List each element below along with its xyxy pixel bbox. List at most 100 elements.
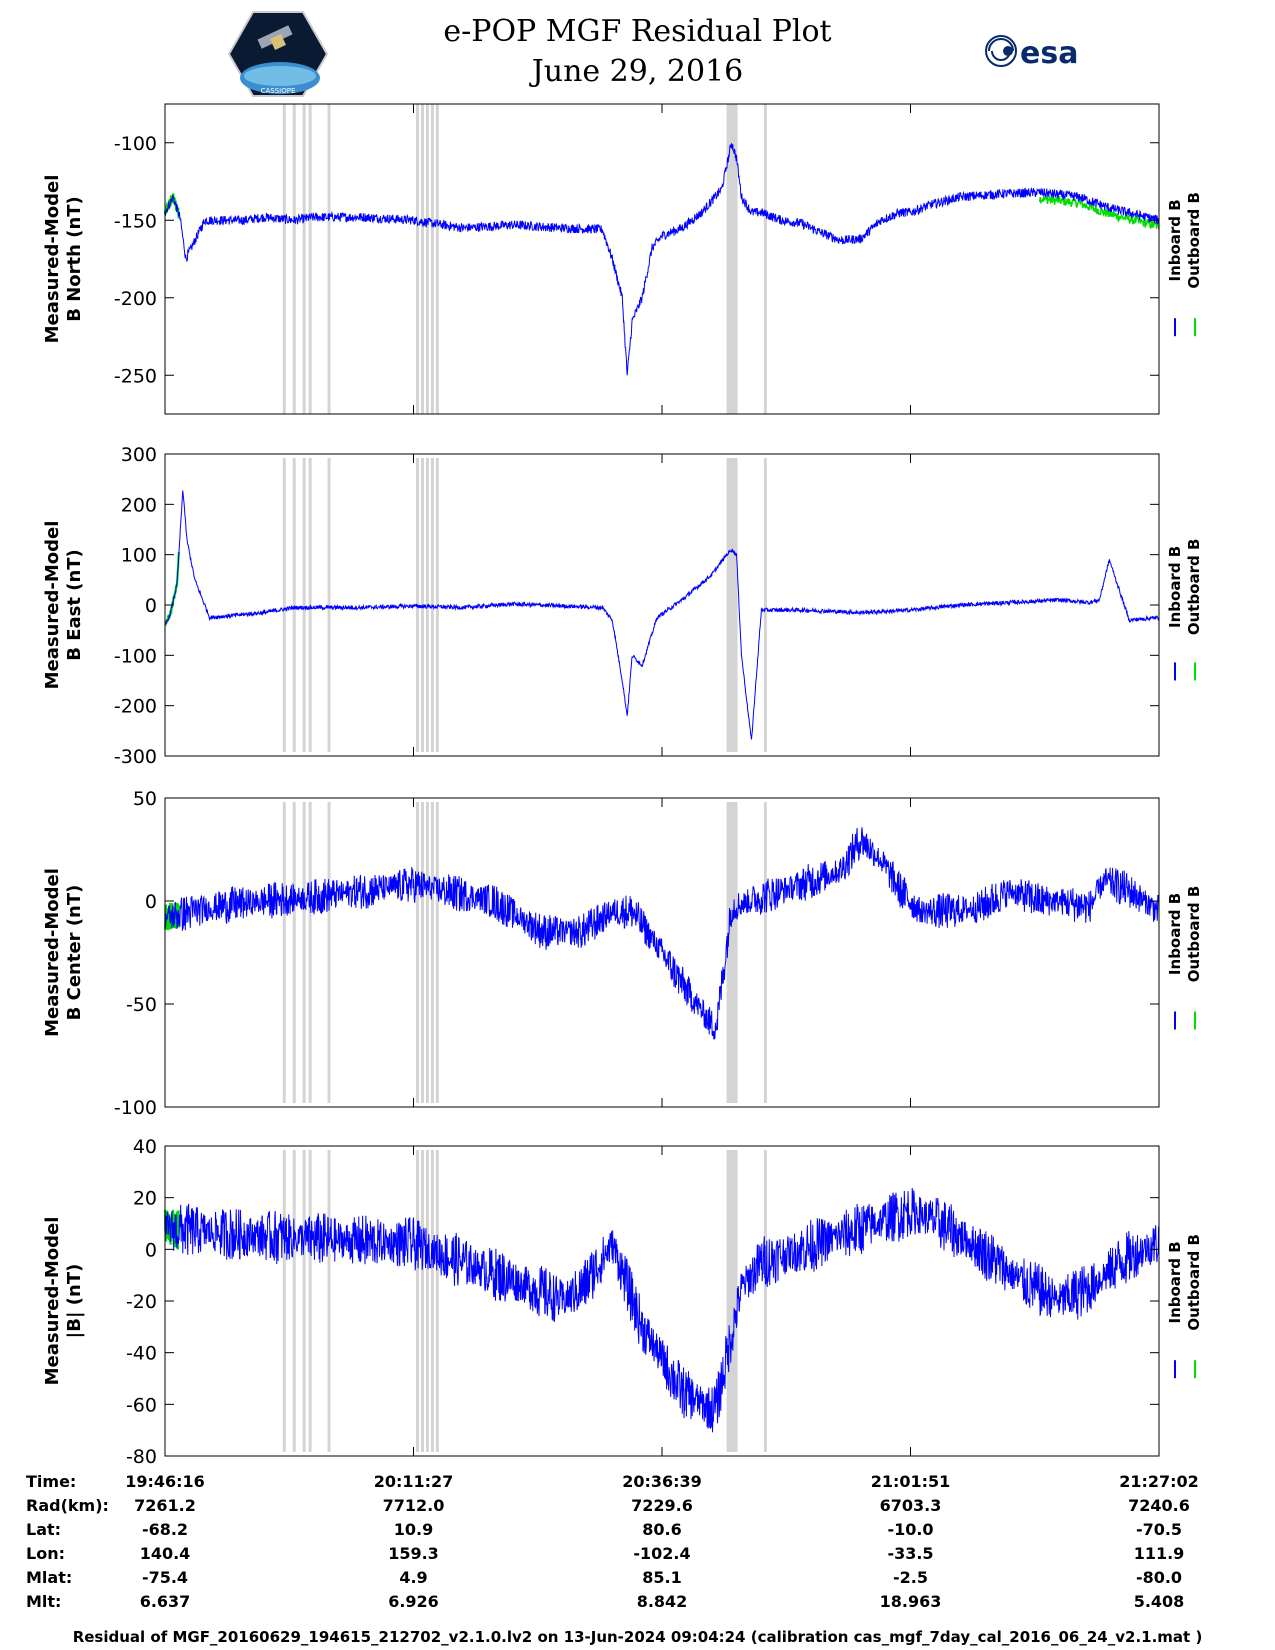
info-value: -75.4 bbox=[141, 1568, 189, 1587]
info-value: 21:01:51 bbox=[870, 1472, 951, 1491]
data-gap-marker bbox=[726, 802, 733, 1103]
data-gap-marker bbox=[302, 458, 306, 752]
data-gap-marker bbox=[430, 1150, 434, 1452]
svg-text:esa: esa bbox=[1020, 36, 1078, 71]
data-gap-marker bbox=[425, 104, 429, 414]
data-gap-marker bbox=[415, 802, 419, 1103]
y-tick-label: -50 bbox=[126, 994, 157, 1016]
outboard-b-trace bbox=[1038, 195, 1160, 230]
info-value: -10.0 bbox=[887, 1520, 934, 1539]
y-tick-label: -40 bbox=[126, 1343, 157, 1365]
info-value: 4.9 bbox=[399, 1568, 428, 1587]
data-gap-marker bbox=[763, 802, 767, 1103]
data-gap-marker bbox=[327, 1150, 331, 1452]
info-value: 20:36:39 bbox=[622, 1472, 702, 1491]
legend-outboard-label: Outboard B bbox=[1185, 886, 1203, 983]
y-axis-label: B North (nT) bbox=[64, 196, 85, 322]
data-gap-marker bbox=[726, 1150, 733, 1452]
legend-outboard-label: Outboard B bbox=[1185, 539, 1203, 636]
y-tick-label: -20 bbox=[126, 1291, 157, 1313]
info-row-label: Lat: bbox=[26, 1520, 62, 1539]
data-gap-marker bbox=[327, 104, 331, 414]
info-value: 85.1 bbox=[642, 1568, 682, 1587]
data-gap-marker bbox=[282, 104, 286, 414]
data-gap-marker bbox=[420, 1150, 424, 1452]
cassiope-logo: CASSIOPE bbox=[228, 11, 328, 97]
info-value: 80.6 bbox=[642, 1520, 682, 1539]
plot-frame bbox=[164, 797, 1160, 1108]
info-value: 7261.2 bbox=[134, 1496, 196, 1515]
data-gap-marker bbox=[425, 802, 429, 1103]
data-gap-marker bbox=[308, 1150, 312, 1452]
legend-inboard-label: Inboard B bbox=[1166, 546, 1184, 628]
info-value: 5.408 bbox=[1133, 1592, 1185, 1611]
data-gap-marker bbox=[302, 1150, 306, 1452]
data-gap-marker bbox=[292, 104, 296, 414]
y-axis-label: Measured-Model bbox=[42, 1217, 63, 1386]
data-gap-marker bbox=[430, 802, 434, 1103]
data-gap-marker bbox=[435, 1150, 439, 1452]
data-gap-marker bbox=[731, 104, 738, 414]
info-value: 6.926 bbox=[388, 1592, 439, 1611]
y-tick-label: -100 bbox=[114, 133, 157, 155]
data-gap-marker bbox=[302, 802, 306, 1103]
y-tick-label: -100 bbox=[114, 1097, 157, 1119]
data-gap-marker bbox=[435, 104, 439, 414]
esa-logo: esa bbox=[985, 35, 1078, 71]
info-value: 159.3 bbox=[388, 1544, 439, 1563]
data-gap-marker bbox=[308, 104, 312, 414]
y-tick-label: -80 bbox=[126, 1446, 157, 1468]
info-value: 6.637 bbox=[139, 1592, 191, 1611]
data-gap-marker bbox=[763, 1150, 767, 1452]
y-tick-label: 100 bbox=[121, 545, 157, 567]
info-row-label: Mlt: bbox=[26, 1592, 62, 1611]
chart-title: e-POP MGF Residual Plot bbox=[443, 14, 832, 49]
data-gap-marker bbox=[327, 802, 331, 1103]
info-value: 111.9 bbox=[1133, 1544, 1185, 1563]
info-value: 21:27:02 bbox=[1119, 1472, 1199, 1491]
y-tick-label: 0 bbox=[145, 595, 157, 617]
y-axis-label: B East (nT) bbox=[64, 549, 85, 661]
info-value: 7229.6 bbox=[631, 1496, 693, 1515]
data-gap-marker bbox=[420, 104, 424, 414]
data-gap-marker bbox=[435, 458, 439, 752]
plot-frame bbox=[164, 453, 1160, 757]
data-gap-marker bbox=[731, 802, 738, 1103]
svg-text:CASSIOPE: CASSIOPE bbox=[261, 87, 296, 95]
y-tick-label: -250 bbox=[114, 365, 157, 387]
legend-inboard-label: Inboard B bbox=[1166, 1241, 1184, 1323]
plot-frame bbox=[164, 1145, 1160, 1457]
y-tick-label: -200 bbox=[114, 696, 157, 718]
data-gap-marker bbox=[731, 1150, 738, 1452]
legend-inboard-label: Inboard B bbox=[1166, 893, 1184, 975]
data-gap-marker bbox=[763, 458, 767, 752]
info-value: 7712.0 bbox=[382, 1496, 445, 1515]
chart-subtitle: June 29, 2016 bbox=[531, 54, 744, 89]
data-gap-marker bbox=[726, 104, 733, 414]
data-gap-marker bbox=[430, 104, 434, 414]
data-gap-marker bbox=[726, 458, 733, 752]
y-tick-label: 0 bbox=[145, 891, 157, 913]
y-tick-label: -100 bbox=[114, 645, 157, 667]
data-gap-marker bbox=[308, 458, 312, 752]
y-axis-label: Measured-Model bbox=[42, 521, 63, 690]
y-tick-label: 300 bbox=[121, 444, 157, 466]
data-gap-marker bbox=[420, 802, 424, 1103]
info-value: 6703.3 bbox=[879, 1496, 942, 1515]
data-gap-marker bbox=[415, 104, 419, 414]
data-gap-marker bbox=[415, 1150, 419, 1452]
footer-caption: Residual of MGF_20160629_194615_212702_v… bbox=[72, 1628, 1203, 1646]
y-tick-label: -60 bbox=[126, 1394, 157, 1416]
inboard-b-trace bbox=[164, 827, 1160, 1040]
y-tick-label: 50 bbox=[133, 788, 157, 810]
y-tick-label: 200 bbox=[121, 494, 157, 516]
data-gap-marker bbox=[731, 458, 738, 752]
legend-outboard-label: Outboard B bbox=[1185, 1234, 1203, 1331]
info-row-label: Rad(km): bbox=[26, 1496, 109, 1515]
info-value: -80.0 bbox=[1135, 1568, 1183, 1587]
legend-outboard-label: Outboard B bbox=[1185, 192, 1203, 289]
inboard-b-trace bbox=[164, 490, 1160, 740]
outboard-b-trace bbox=[164, 551, 180, 626]
y-tick-label: -150 bbox=[114, 210, 157, 232]
